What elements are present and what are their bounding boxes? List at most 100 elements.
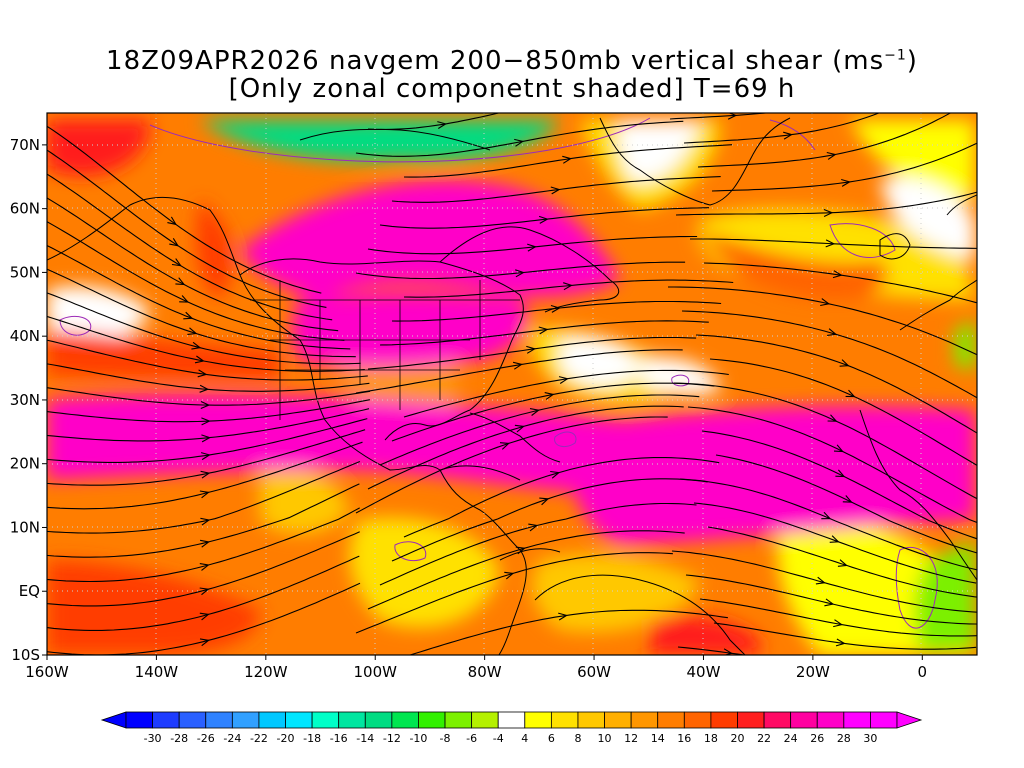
colorbar-swatch	[364, 711, 393, 729]
colorbar-label: 30	[863, 732, 877, 745]
streamline-arrowhead	[842, 495, 853, 503]
streamline-arrowhead	[499, 442, 510, 450]
map-frame	[46, 112, 978, 656]
streamline	[683, 113, 881, 144]
streamline-arrowhead	[194, 355, 205, 364]
lat-tick-label: 40N	[10, 327, 40, 345]
lon-tick-label: 140W	[135, 663, 179, 681]
streamline-arrowhead	[528, 523, 539, 532]
streamline-arrowhead	[544, 392, 555, 400]
colorbar-label: 24	[784, 732, 798, 745]
streamline	[367, 405, 684, 490]
streamline	[47, 221, 345, 341]
lat-tick-label: 10N	[10, 518, 40, 536]
shaded-field	[47, 113, 977, 655]
colorbar-label: -22	[250, 732, 268, 745]
streamline	[47, 507, 360, 583]
streamline-arrowhead	[515, 546, 526, 555]
colorbar-swatch	[550, 711, 579, 729]
lon-tick-label: 20W	[796, 663, 830, 681]
streamline-arrowhead	[199, 587, 210, 596]
streamline-arrowhead	[563, 282, 573, 291]
streamline-arrowhead	[539, 497, 550, 506]
streamline	[687, 406, 977, 524]
lon-tick-label: 60W	[577, 663, 611, 681]
streamline-arrowhead	[826, 151, 837, 160]
streamline	[379, 394, 700, 466]
colorbar-label: -16	[330, 732, 348, 745]
colorbar-swatch	[391, 711, 419, 729]
streamline	[403, 369, 729, 418]
streamline-arrowhead	[200, 517, 211, 526]
lon-tick-label: 100W	[354, 663, 398, 681]
streamline-arrowhead	[527, 243, 537, 252]
lat-tick-label: 10S	[11, 646, 40, 664]
streamline	[47, 173, 333, 321]
streamline-arrowhead	[835, 469, 846, 478]
streamline	[367, 530, 685, 610]
streamline-arrowhead	[839, 359, 850, 367]
colorbar-label: 12	[624, 732, 638, 745]
latitude-axis: 70N 60N 50N 40N 30N 20N 10N EQ 10S	[10, 136, 47, 664]
streamline	[47, 387, 371, 406]
colorbar-swatch	[630, 711, 659, 729]
lon-tick-label: 40W	[687, 663, 721, 681]
colorbar-swatch	[285, 711, 313, 729]
streamline	[47, 399, 371, 423]
streamline-arrowhead	[169, 238, 180, 247]
streamline	[47, 292, 361, 365]
streamline-arrowhead	[820, 298, 831, 307]
colorbar-label: 28	[837, 732, 851, 745]
colorbar-max-arrow	[896, 711, 923, 729]
coastlines	[47, 117, 977, 655]
streamline	[707, 526, 977, 598]
colorbar-label: 18	[704, 732, 718, 745]
streamline	[695, 334, 977, 434]
colorbar-min-arrow	[100, 711, 127, 729]
colorbar-label: -20	[277, 732, 295, 745]
streamline	[677, 646, 748, 655]
streamline-arrowhead	[179, 295, 190, 303]
streamline	[355, 261, 686, 280]
colorbar-swatch	[737, 711, 765, 729]
streamline	[391, 478, 708, 562]
streamline	[715, 454, 977, 554]
streamline	[709, 358, 977, 466]
streamline	[403, 457, 720, 538]
streamline	[367, 336, 697, 370]
lon-tick-label: 160W	[25, 663, 69, 681]
colorbar-swatch	[790, 711, 818, 729]
colorbar-label: -24	[223, 732, 241, 745]
colorbar-label: -26	[197, 732, 215, 745]
colorbar-swatch	[471, 711, 499, 729]
streamline-arrowhead	[175, 277, 186, 286]
title-paren: )	[906, 46, 918, 76]
title-text: 18Z09APR2026 navgem 200−850mb vertical s…	[106, 46, 885, 76]
colorbar-swatch	[152, 711, 180, 729]
colorbar-label: -28	[170, 732, 188, 745]
streamlines	[47, 113, 977, 655]
streamline-arrowhead	[200, 452, 211, 461]
colorbar-swatch	[418, 711, 446, 729]
colorbar-label: 22	[757, 732, 771, 745]
streamline	[47, 244, 351, 350]
streamline-arrowhead	[200, 470, 211, 479]
colorbar-swatch	[205, 711, 233, 729]
streamline-arrowhead	[183, 311, 194, 320]
streamline-arrowhead	[199, 563, 210, 571]
colorbar-label: 20	[730, 732, 744, 745]
colorbar-label: 26	[810, 732, 824, 745]
streamline-arrowhead	[827, 414, 838, 422]
streamline-arrowhead	[200, 400, 211, 410]
colorbar-swatch	[311, 711, 340, 729]
lat-tick-label: 20N	[10, 455, 40, 473]
colorbar-label: -4	[493, 732, 504, 745]
streamline-arrowhead	[550, 470, 561, 479]
streamline	[47, 531, 360, 607]
lat-tick-label: 60N	[10, 200, 40, 218]
streamline-arrowhead	[167, 216, 178, 226]
streamline-arrowhead	[823, 208, 834, 217]
streamline	[47, 197, 339, 332]
colorbar-swatch	[178, 711, 207, 729]
lat-tick-label: 70N	[10, 136, 40, 154]
